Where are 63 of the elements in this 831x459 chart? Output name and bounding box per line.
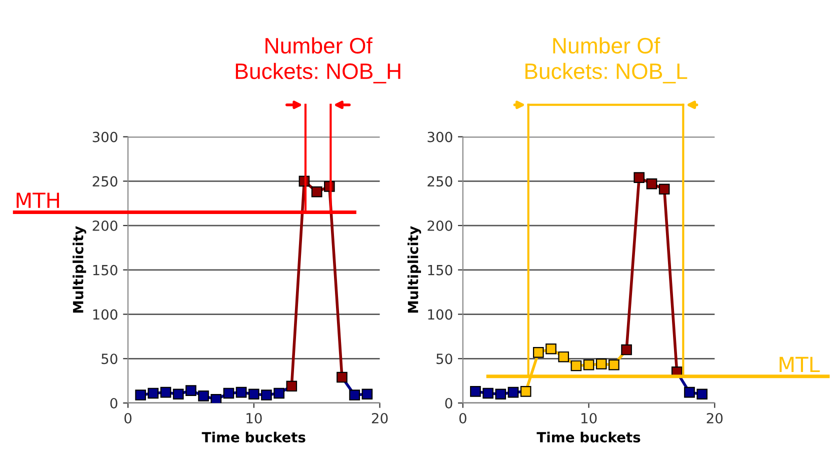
- y-tick-label: 250: [428, 176, 452, 187]
- point: [198, 390, 209, 402]
- y-tick-label: 150: [428, 264, 452, 276]
- point: [696, 388, 708, 400]
- x-tick-label: 0: [459, 412, 466, 424]
- y-tick-label: 300: [428, 132, 452, 142]
- point: [684, 386, 695, 398]
- y-tick-label: 50: [102, 354, 118, 364]
- y-tick-label: 50: [436, 354, 452, 364]
- point: [646, 178, 658, 190]
- y-tick-label: 0: [445, 398, 452, 408]
- point: [172, 388, 184, 400]
- point: [261, 390, 272, 400]
- point: [148, 388, 159, 399]
- point: [634, 172, 645, 184]
- point: [570, 360, 582, 372]
- point: [135, 390, 146, 400]
- point: [482, 388, 494, 399]
- y-tick-label: 250: [92, 176, 118, 187]
- y-tick-label: 300: [92, 132, 118, 142]
- x-axis-title: Time buckets: [202, 432, 306, 442]
- point: [274, 388, 284, 399]
- y-tick-label: 0: [110, 398, 118, 408]
- ref-line-label: MTH: [16, 192, 59, 208]
- x-tick-label: 10: [581, 412, 597, 424]
- point: [349, 390, 360, 400]
- x-tick-label: 10: [246, 412, 262, 424]
- point: [532, 347, 544, 358]
- point: [210, 394, 222, 403]
- x-tick-label: 0: [124, 412, 132, 424]
- y-tick-label: 200: [428, 220, 452, 231]
- point: [336, 372, 348, 383]
- point: [311, 186, 322, 198]
- x-tick-label: 20: [706, 412, 723, 424]
- point: [470, 386, 481, 397]
- point: [621, 344, 632, 356]
- point: [236, 386, 247, 398]
- point: [495, 388, 506, 400]
- point: [508, 386, 519, 398]
- text: Number Of Buckets: NOB_L: [525, 37, 688, 84]
- text: Number Of Buckets: NOB_H: [236, 37, 400, 84]
- point: [160, 386, 172, 398]
- point: [558, 351, 569, 362]
- ref-line-label: MTL: [780, 356, 820, 372]
- point: [596, 358, 607, 370]
- y-axis-title: Multiplicity: [72, 226, 86, 313]
- x-tick-label: 20: [372, 412, 388, 424]
- y-axis-title: Multiplicity: [408, 226, 422, 313]
- point: [520, 386, 532, 397]
- y-tick-label: 100: [428, 309, 452, 320]
- point: [658, 184, 670, 195]
- y-tick-label: 150: [93, 264, 118, 276]
- x-axis-title: Time buckets: [536, 432, 640, 442]
- point: [186, 385, 196, 396]
- y-tick-label: 100: [93, 309, 118, 320]
- y-tick-label: 200: [92, 220, 118, 231]
- point: [362, 388, 373, 400]
- point: [583, 359, 594, 370]
- point: [223, 388, 234, 399]
- point: [608, 359, 620, 370]
- point: [248, 388, 260, 400]
- point: [286, 380, 298, 392]
- point: [546, 343, 556, 354]
